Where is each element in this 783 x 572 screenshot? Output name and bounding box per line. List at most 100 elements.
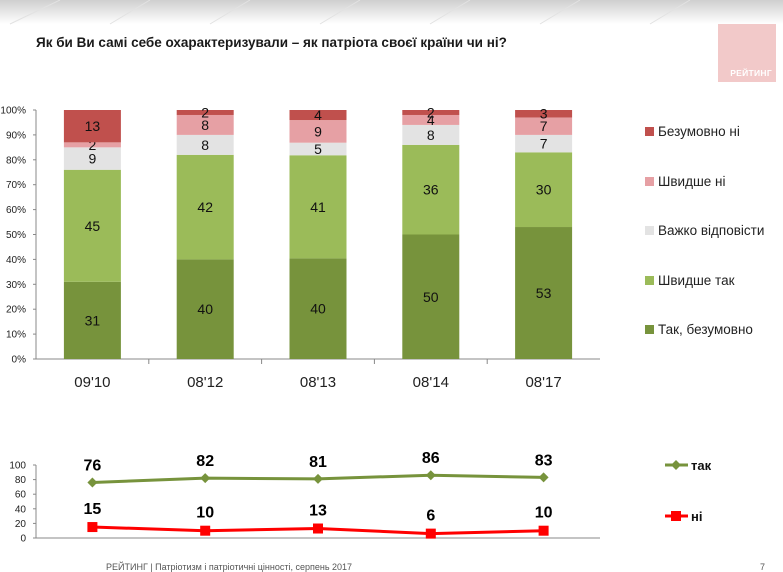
x-tick-label: 08'13: [300, 374, 336, 391]
point-marker: [313, 473, 323, 484]
bar-segment: [63, 142, 121, 148]
bar-segment: [289, 258, 347, 359]
x-tick-label: 08'12: [187, 374, 223, 391]
data-label: 36: [423, 182, 439, 198]
data-label: 42: [197, 199, 213, 215]
bar-segment: [176, 259, 234, 359]
line-y-tick-label: 80: [15, 475, 27, 486]
point-marker: [313, 523, 323, 534]
data-label: 4: [314, 107, 322, 123]
point-value-label: 81: [309, 454, 327, 471]
data-label: 30: [536, 182, 552, 198]
data-label: 50: [423, 289, 439, 305]
bar-segment: [515, 110, 573, 118]
data-label: 9: [314, 123, 322, 139]
data-label: 4: [427, 112, 435, 128]
bar-segment: [402, 144, 460, 235]
data-label: 2: [89, 137, 97, 153]
data-label: 2: [201, 104, 209, 120]
point-value-label: 10: [535, 505, 553, 522]
y-tick-label: 40%: [6, 255, 26, 266]
legend-swatch: [645, 177, 654, 186]
bar-segment: [289, 110, 347, 121]
rating-logo: РЕЙТИНГ: [718, 24, 776, 82]
legend-label: Безумовно ні: [658, 124, 740, 139]
point-marker: [200, 473, 211, 484]
legend-swatch: [645, 226, 654, 235]
bar-segment: [63, 169, 121, 282]
bar-segment: [176, 134, 234, 155]
data-label: 9: [89, 151, 97, 167]
bar-segment: [402, 110, 460, 115]
data-label: 5: [314, 141, 322, 157]
legend-swatch: [645, 127, 654, 136]
data-label: 2: [427, 104, 435, 120]
bar-segment: [402, 114, 460, 125]
legend-label: Так, безумовно: [658, 322, 753, 337]
point-value-label: 76: [84, 458, 102, 475]
point-value-label: 83: [535, 452, 553, 469]
bar-segment: [289, 155, 347, 259]
legend-label: Швидше так: [658, 273, 735, 288]
y-tick-label: 30%: [6, 280, 26, 291]
point-value-label: 86: [422, 450, 440, 467]
data-label: 8: [201, 117, 209, 133]
data-label: 13: [85, 118, 101, 134]
data-label: 31: [85, 312, 101, 328]
y-tick-label: 90%: [6, 130, 26, 141]
line-y-tick-label: 20: [15, 519, 27, 530]
bar-segment: [63, 110, 121, 143]
line-y-tick-label: 100: [9, 461, 26, 472]
bar-segment: [402, 234, 460, 359]
legend-label: так: [691, 458, 712, 473]
logo-text: РЕЙТИНГ: [730, 68, 772, 78]
chart-title: Як би Ви самі себе охарактеризували – як…: [36, 35, 507, 50]
bar-segment: [402, 124, 460, 145]
y-tick-label: 0%: [12, 355, 27, 366]
stacked-bar-chart: 0%10%20%30%40%50%60%70%80%90%100%09'1031…: [0, 104, 764, 391]
legend-marker: [671, 460, 681, 470]
point-marker: [425, 528, 436, 539]
bar-segment: [515, 134, 573, 153]
legend-swatch: [645, 325, 654, 334]
bar-segment: [176, 154, 234, 260]
data-label: 7: [540, 136, 548, 152]
bar-segment: [63, 147, 121, 170]
x-tick-label: 08'17: [525, 374, 561, 391]
data-label: 3: [540, 106, 548, 122]
line-y-tick-label: 0: [20, 534, 26, 545]
y-tick-label: 20%: [6, 305, 26, 316]
legend-marker: [671, 511, 681, 521]
bar-segment: [289, 142, 347, 156]
y-tick-label: 60%: [6, 205, 26, 216]
point-marker: [200, 525, 211, 536]
data-label: 41: [310, 199, 326, 215]
legend-label: Важко відповісти: [658, 223, 764, 238]
data-label: 7: [540, 118, 548, 134]
legend-label: Швидше ні: [658, 174, 726, 189]
legend-swatch: [645, 276, 654, 285]
point-value-label: 10: [196, 505, 214, 522]
data-label: 45: [85, 218, 101, 234]
point-marker: [538, 472, 549, 483]
point-marker: [538, 525, 549, 536]
y-tick-label: 10%: [6, 330, 26, 341]
data-label: 40: [197, 301, 213, 317]
data-label: 8: [201, 137, 209, 153]
line-y-tick-label: 40: [15, 504, 27, 515]
footer-text: РЕЙТИНГ | Патріотизм і патріотичні цінно…: [106, 562, 353, 572]
bar-segment: [515, 117, 573, 135]
bar-segment: [176, 114, 234, 135]
point-marker: [87, 477, 98, 488]
point-marker: [87, 522, 98, 533]
y-tick-label: 70%: [6, 180, 26, 191]
point-marker: [425, 470, 436, 481]
point-value-label: 6: [426, 508, 435, 525]
bar-segment: [176, 110, 234, 115]
data-label: 53: [536, 285, 552, 301]
data-label: 40: [310, 301, 326, 317]
y-tick-label: 50%: [6, 230, 26, 241]
point-value-label: 13: [309, 503, 327, 520]
